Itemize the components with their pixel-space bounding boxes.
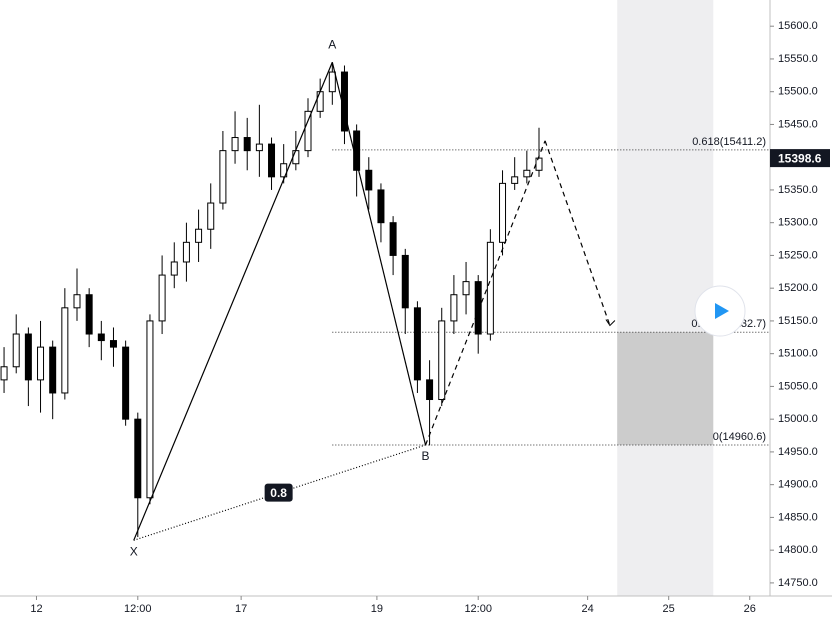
y-tick-label: 15600.0 — [778, 20, 818, 32]
candle-body — [37, 346, 45, 381]
point-label: X — [130, 545, 138, 559]
candle-body — [462, 281, 470, 296]
y-tick-label: 15250.0 — [778, 249, 818, 261]
y-tick-label: 14750.0 — [778, 577, 818, 589]
candle-body — [134, 418, 142, 499]
ratio-label: 0.8 — [270, 486, 287, 500]
y-tick-label: 15150.0 — [778, 315, 818, 327]
candle-body — [0, 366, 8, 381]
x-tick-label: 12:00 — [464, 603, 492, 615]
candle-body — [535, 157, 543, 171]
play-icon — [715, 303, 729, 319]
candle-body — [231, 137, 239, 152]
y-tick-label: 14900.0 — [778, 479, 818, 491]
candle-body — [426, 379, 434, 401]
candle-body — [304, 110, 312, 152]
price-tag — [770, 149, 830, 168]
candle-body — [292, 150, 300, 165]
candle-body — [255, 143, 263, 152]
candle-body — [316, 91, 324, 112]
candle-body — [182, 241, 190, 263]
y-tick-label: 15300.0 — [778, 217, 818, 229]
candle-body — [85, 294, 93, 335]
x-tick-label: 24 — [582, 603, 594, 615]
y-tick-label: 14850.0 — [778, 511, 818, 523]
pattern-projection — [544, 140, 611, 326]
candle-body — [146, 320, 154, 499]
x-tick-label: 26 — [744, 603, 756, 615]
candle-body — [486, 241, 494, 335]
y-tick-label: 14950.0 — [778, 446, 818, 458]
candle-body — [243, 137, 251, 152]
pattern-leg — [133, 61, 333, 541]
candle-body — [24, 333, 32, 381]
candle-body — [12, 333, 20, 368]
candle-body — [328, 71, 336, 93]
candle-body — [49, 346, 57, 394]
candle-body — [268, 143, 276, 178]
candle-body — [122, 346, 130, 420]
zone-band — [617, 0, 714, 596]
y-tick-label: 15100.0 — [778, 348, 818, 360]
candle-body — [170, 261, 178, 276]
price-tag-label: 15398.6 — [778, 151, 822, 165]
candle-body — [523, 169, 531, 178]
y-tick-label: 15450.0 — [778, 118, 818, 130]
candle-body — [438, 320, 446, 401]
y-tick-label: 15500.0 — [778, 86, 818, 98]
y-tick-label: 15550.0 — [778, 53, 818, 65]
point-label: A — [328, 37, 336, 51]
point-label: B — [422, 449, 430, 463]
play-button[interactable] — [694, 285, 746, 337]
zone-shade — [617, 332, 714, 445]
candle-body — [389, 222, 397, 256]
candle-body — [365, 169, 373, 191]
x-tick-label: 19 — [371, 603, 383, 615]
candle-body — [97, 333, 105, 342]
candle-body — [499, 182, 507, 243]
arrow-head — [605, 319, 616, 327]
x-tick-label: 17 — [235, 603, 247, 615]
candle-body — [109, 340, 117, 348]
fib-label: 0.618(15411.2) — [692, 136, 766, 148]
x-tick-label: 12:00 — [124, 603, 152, 615]
x-tick-label: 25 — [663, 603, 675, 615]
ratio-badge — [264, 483, 293, 502]
candle-body — [195, 228, 203, 243]
candle-body — [474, 281, 482, 335]
candle-body — [158, 274, 166, 322]
candle-body — [61, 307, 69, 394]
pattern-projection — [424, 140, 546, 446]
y-tick-label: 15200.0 — [778, 282, 818, 294]
candle-body — [280, 163, 288, 178]
x-tick-label: 12 — [30, 603, 42, 615]
candle-body — [219, 150, 227, 204]
candle-body — [377, 189, 385, 224]
candle-body — [450, 294, 458, 322]
y-tick-label: 15350.0 — [778, 184, 818, 196]
candle-body — [511, 176, 519, 184]
candle-body — [207, 202, 215, 230]
y-tick-label: 15000.0 — [778, 413, 818, 425]
fib-label: 0(14960.6) — [713, 431, 766, 443]
y-tick-label: 14800.0 — [778, 544, 818, 556]
pattern-leg — [331, 62, 427, 446]
candle-body — [413, 307, 421, 381]
candle-body — [73, 294, 81, 309]
y-tick-label: 15050.0 — [778, 380, 818, 392]
candle-body — [401, 254, 409, 309]
